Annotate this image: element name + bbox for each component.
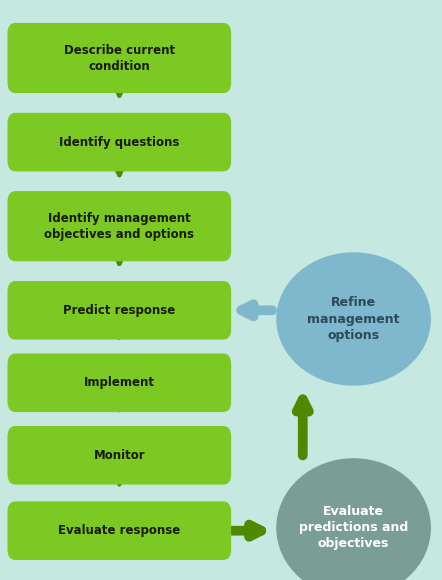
Text: Describe current
condition: Describe current condition (64, 44, 175, 72)
FancyBboxPatch shape (8, 191, 231, 261)
Text: Identify questions: Identify questions (59, 136, 179, 148)
Text: Refine
management
options: Refine management options (307, 296, 400, 342)
FancyBboxPatch shape (8, 354, 231, 412)
FancyBboxPatch shape (8, 281, 231, 340)
Ellipse shape (276, 252, 431, 386)
FancyBboxPatch shape (8, 426, 231, 485)
Text: Identify management
objectives and options: Identify management objectives and optio… (44, 212, 194, 241)
FancyBboxPatch shape (8, 501, 231, 560)
FancyBboxPatch shape (8, 23, 231, 93)
Text: Implement: Implement (84, 376, 155, 389)
Text: Monitor: Monitor (94, 449, 145, 462)
Text: Predict response: Predict response (63, 304, 175, 317)
Ellipse shape (276, 458, 431, 580)
Text: Evaluate
predictions and
objectives: Evaluate predictions and objectives (299, 505, 408, 550)
Text: Evaluate response: Evaluate response (58, 524, 180, 537)
FancyBboxPatch shape (8, 113, 231, 172)
